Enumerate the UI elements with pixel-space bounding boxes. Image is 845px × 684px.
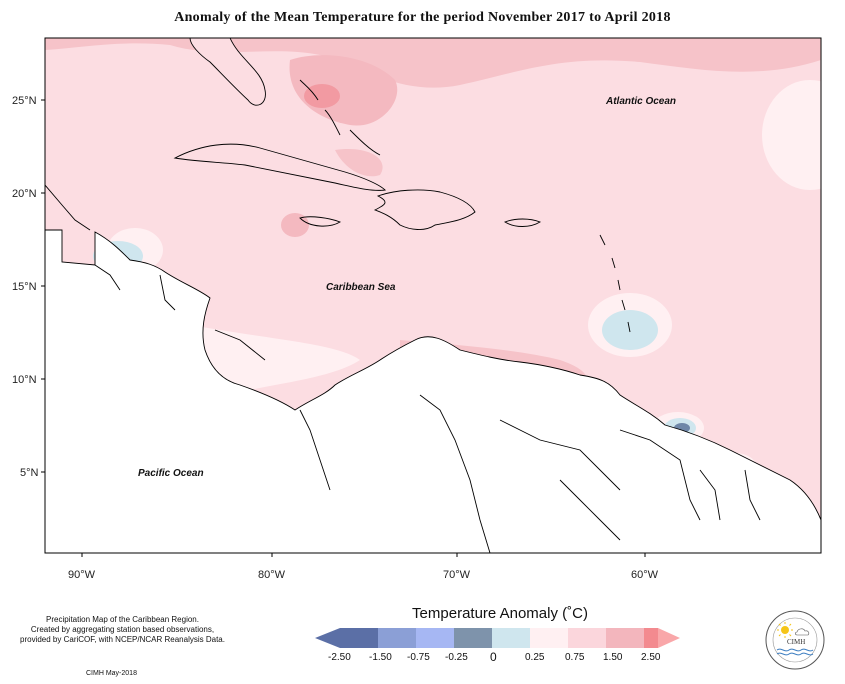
sun-icon	[777, 622, 793, 638]
land-borders	[94, 264, 761, 553]
legend-tick-label: -0.25	[445, 652, 468, 663]
y-tick-label: 25°N	[12, 95, 37, 107]
credits-line: Created by aggregating station based obs…	[30, 625, 215, 634]
waves-icon	[776, 648, 814, 656]
x-tick-label: 70°W	[443, 569, 471, 581]
y-tick-label: 15°N	[12, 281, 37, 293]
anomaly-bahamas-hot	[304, 84, 340, 108]
land-florida	[189, 38, 266, 106]
legend-tick-label: 0.25	[525, 652, 545, 663]
credits-date: CIMH May-2018	[86, 670, 137, 677]
map-title: Anomaly of the Mean Temperature for the …	[174, 10, 671, 25]
legend-tick-label: 0.75	[565, 652, 585, 663]
legend-swatch	[378, 628, 416, 648]
credits-line: provided by CariCOF, with NCEP/NCAR Rean…	[20, 635, 225, 644]
legend-tick-label: 0	[490, 650, 497, 664]
land-lesser-antilles	[599, 234, 631, 333]
x-axis: 90°W 80°W 70°W 60°W	[68, 553, 659, 581]
legend-swatch	[492, 628, 530, 648]
land-jamaica	[299, 216, 342, 227]
land-central-south-america	[45, 229, 821, 553]
anomaly-bahamas-warm	[289, 55, 398, 126]
legend-tick-label: -0.75	[407, 652, 430, 663]
credits: Precipitation Map of the Caribbean Regio…	[10, 615, 235, 645]
land-puerto-rico	[503, 218, 542, 227]
anomaly-warm-north-band	[45, 38, 821, 88]
land-bahamas	[299, 79, 381, 156]
x-tick-label: 90°W	[68, 569, 96, 581]
legend-tick-label: -2.50	[328, 652, 351, 663]
y-tick-label: 20°N	[12, 188, 37, 200]
x-tick-label: 60°W	[631, 569, 659, 581]
anomaly-field: Atlantic Ocean Caribbean Sea Pacific Oce…	[45, 38, 821, 553]
label-caribbean-sea: Caribbean Sea	[326, 282, 396, 293]
y-tick-label: 10°N	[12, 374, 37, 386]
anomaly-east-atlantic-pale	[762, 80, 821, 190]
anomaly-jamaica-warm	[281, 213, 309, 237]
y-tick-label: 5°N	[20, 467, 39, 479]
legend-ticks: -2.50 -1.50 -0.75 -0.25 0 0.25 0.75 1.50…	[328, 650, 661, 664]
legend-title: Temperature Anomaly (˚C)	[412, 605, 588, 622]
land-cuba	[173, 143, 386, 191]
legend-tick-label: 2.50	[641, 652, 661, 663]
x-tick-label: 80°W	[258, 569, 286, 581]
legend-swatch	[454, 628, 492, 648]
credits-line: Precipitation Map of the Caribbean Regio…	[46, 615, 199, 624]
land-yucatan	[45, 184, 91, 231]
legend-swatch	[416, 628, 454, 648]
legend-swatch-max-arrow	[658, 628, 680, 648]
map-frame	[44, 37, 822, 554]
logo-text: CIMH	[787, 638, 805, 646]
y-axis: 25°N 20°N 15°N 10°N 5°N	[12, 95, 45, 479]
label-atlantic-ocean: Atlantic Ocean	[605, 96, 676, 107]
cimh-logo: CIMH	[765, 610, 825, 670]
anomaly-greater-antilles-warm	[335, 149, 383, 177]
legend-swatch-min-arrow	[315, 628, 340, 648]
label-pacific-ocean: Pacific Ocean	[138, 468, 204, 479]
legend-swatch	[340, 628, 378, 648]
legend-colorbar	[315, 628, 680, 648]
legend-swatch	[606, 628, 644, 648]
legend-tick-label: -1.50	[369, 652, 392, 663]
cloud-icon	[795, 628, 810, 636]
legend-swatch	[644, 628, 658, 648]
legend-swatch	[568, 628, 606, 648]
legend-swatch	[530, 628, 568, 648]
legend-tick-label: 1.50	[603, 652, 623, 663]
land-hispaniola	[373, 189, 476, 230]
